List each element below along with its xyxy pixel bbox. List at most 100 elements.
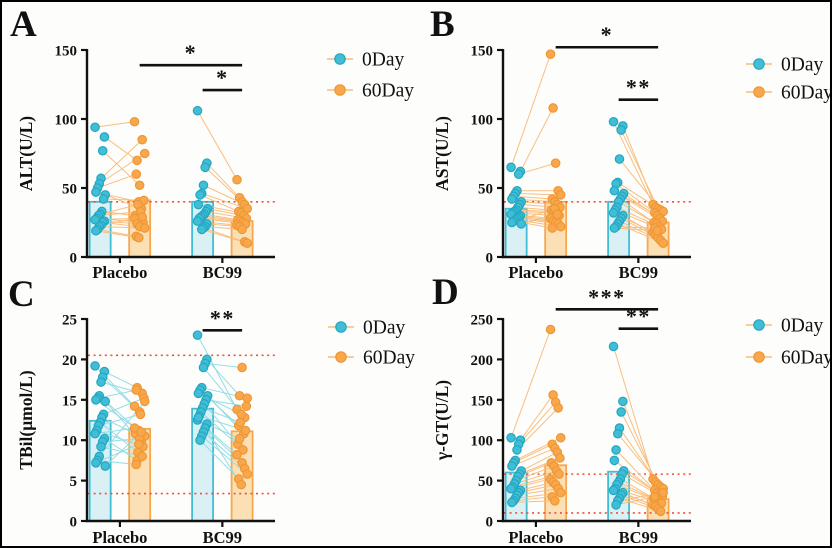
data-point-0day bbox=[90, 361, 100, 371]
data-point-0day bbox=[196, 224, 207, 235]
data-point-0day bbox=[608, 208, 619, 218]
data-point-0day bbox=[609, 455, 620, 466]
data-point-60day bbox=[137, 134, 147, 145]
data-point-0day bbox=[506, 162, 516, 173]
data-point-60day bbox=[242, 393, 253, 403]
data-point-60day bbox=[135, 409, 146, 420]
legend-label: 0Day bbox=[781, 316, 823, 337]
pair-line bbox=[615, 449, 656, 491]
data-point-60day bbox=[136, 427, 147, 437]
y-tick-label: 50 bbox=[478, 474, 493, 490]
significance-stars: * bbox=[601, 22, 614, 47]
pair-line bbox=[203, 227, 245, 243]
data-point-0day bbox=[100, 396, 111, 407]
data-point-60day bbox=[555, 190, 566, 200]
pair-line bbox=[197, 110, 238, 180]
pair-line bbox=[206, 162, 240, 199]
pair-line bbox=[205, 399, 247, 407]
data-point-0day bbox=[506, 432, 516, 443]
legend-label: 60Day bbox=[781, 83, 832, 104]
data-point-0day bbox=[97, 145, 108, 156]
panel-label-c: C bbox=[8, 274, 35, 315]
data-point-0day bbox=[513, 169, 524, 179]
pair-line bbox=[615, 496, 655, 506]
legend-label: 60Day bbox=[781, 348, 832, 369]
pair-line bbox=[518, 401, 557, 445]
pair-line bbox=[104, 438, 138, 461]
pair-line bbox=[97, 173, 137, 189]
pair-line bbox=[98, 413, 141, 427]
pair-line bbox=[104, 220, 138, 225]
data-point-0day bbox=[91, 395, 101, 405]
data-point-60day bbox=[139, 396, 150, 407]
pair-line bbox=[514, 470, 557, 485]
pair-line bbox=[517, 206, 552, 211]
data-point-0day bbox=[507, 194, 517, 204]
data-point-60day bbox=[649, 491, 660, 502]
data-point-0day bbox=[100, 461, 111, 471]
y-tick-label: 150 bbox=[471, 44, 494, 60]
data-point-0day bbox=[193, 388, 204, 399]
data-point-60day bbox=[235, 417, 246, 428]
pair-line bbox=[100, 139, 143, 179]
y-tick-label: 100 bbox=[471, 434, 494, 450]
significance-stars: * bbox=[185, 40, 198, 65]
chart-c: 0 5 10 15 20 25 Placebo BC99 TBil(μmol/L) ** 0Day 6… bbox=[16, 305, 415, 547]
data-point-0day bbox=[609, 223, 620, 233]
pair-line bbox=[510, 329, 552, 438]
pair-line bbox=[206, 423, 240, 440]
y-tick-label: 15 bbox=[62, 393, 77, 409]
data-point-60day bbox=[555, 432, 566, 443]
y-tick-label: 150 bbox=[55, 44, 78, 60]
pair-line bbox=[95, 443, 139, 464]
panel-label-d: D bbox=[432, 272, 459, 313]
x-category-label: Placebo bbox=[92, 528, 147, 547]
data-point-0day bbox=[507, 217, 517, 228]
data-point-0day bbox=[507, 497, 517, 508]
pair-line bbox=[614, 460, 658, 494]
data-point-0day bbox=[195, 190, 205, 200]
pair-line bbox=[206, 359, 240, 397]
data-point-60day bbox=[658, 238, 669, 248]
data-point-60day bbox=[237, 224, 247, 235]
data-point-60day bbox=[545, 49, 556, 59]
pair-line bbox=[97, 459, 137, 465]
data-point-60day bbox=[139, 148, 150, 159]
y-tick-label: 0 bbox=[70, 251, 78, 267]
data-point-60day bbox=[555, 453, 565, 463]
y-axis-label: ALT(U/L) bbox=[16, 116, 36, 191]
y-tick-label: 0 bbox=[486, 515, 494, 531]
pair-line bbox=[510, 53, 552, 168]
pair-line bbox=[613, 121, 654, 205]
data-point-0day bbox=[611, 445, 621, 455]
data-point-0day bbox=[99, 132, 110, 142]
x-category-label: BC99 bbox=[203, 263, 242, 282]
legend-label: 0Day bbox=[362, 50, 404, 71]
significance-stars: ** bbox=[210, 305, 235, 330]
data-point-60day bbox=[134, 180, 145, 191]
y-tick-label: 50 bbox=[478, 182, 493, 198]
y-tick-label: 50 bbox=[62, 182, 77, 198]
legend-marker-60day bbox=[334, 84, 346, 96]
data-point-0day bbox=[198, 180, 209, 191]
data-point-60day bbox=[547, 223, 558, 233]
y-tick-label: 20 bbox=[62, 353, 77, 369]
x-category-label: BC99 bbox=[619, 263, 658, 282]
pair-line bbox=[205, 362, 243, 368]
data-point-60day bbox=[131, 459, 142, 470]
legend-marker-0day bbox=[753, 58, 765, 70]
pair-line bbox=[620, 129, 659, 209]
data-point-0day bbox=[98, 194, 109, 204]
pair-line bbox=[519, 107, 554, 172]
data-point-60day bbox=[137, 451, 147, 462]
y-tick-label: 25 bbox=[62, 313, 77, 329]
data-point-0day bbox=[91, 458, 101, 468]
data-point-60day bbox=[237, 362, 247, 373]
pair-line bbox=[101, 417, 136, 435]
pair-line bbox=[102, 150, 140, 186]
data-point-0day bbox=[507, 461, 517, 471]
chart-a: 0 50 100 150 Placebo BC99 ALT(U/L) * * 0Day 60Day bbox=[16, 40, 414, 282]
y-axis-label: AST(U/L) bbox=[432, 116, 452, 191]
pair-line bbox=[97, 228, 137, 237]
